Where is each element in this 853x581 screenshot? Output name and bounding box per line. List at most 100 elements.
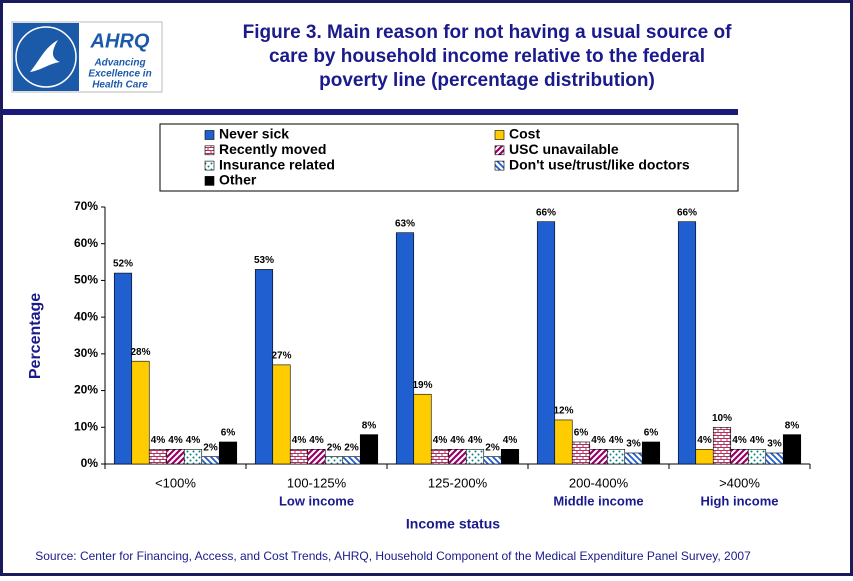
value-label: 4% xyxy=(292,435,307,446)
bar xyxy=(342,456,361,465)
value-label: 53% xyxy=(254,255,274,266)
chart-title: poverty line (percentage distribution) xyxy=(319,70,655,91)
value-label: 4% xyxy=(732,435,747,446)
bar xyxy=(307,449,326,465)
value-label: 2% xyxy=(203,442,218,453)
legend-swatch xyxy=(204,145,215,156)
x-tick-label: 100-125% xyxy=(287,475,347,490)
bar xyxy=(272,364,291,465)
value-label: 10% xyxy=(712,413,732,424)
legend-swatch xyxy=(204,176,215,186)
y-tick-label: 30% xyxy=(74,346,98,360)
bar xyxy=(465,449,485,465)
chart-title: care by household income relative to the… xyxy=(269,46,705,67)
x-axis-title: Income status xyxy=(406,516,500,532)
legend-box xyxy=(159,123,739,192)
x-tick-label: >400% xyxy=(719,475,760,490)
legend-label: Don't use/trust/like doctors xyxy=(509,156,690,172)
bar xyxy=(395,232,415,465)
x-tick-label: 125-200% xyxy=(428,475,488,490)
y-axis-title: Percentage xyxy=(27,293,44,379)
bar xyxy=(712,426,732,465)
legend-label: Recently moved xyxy=(219,141,326,157)
bar xyxy=(765,452,784,465)
value-label: 6% xyxy=(644,428,659,439)
value-label: 2% xyxy=(344,442,359,453)
value-label: 4% xyxy=(468,435,483,446)
value-label: 4% xyxy=(591,435,606,446)
value-label: 4% xyxy=(750,435,765,446)
bar xyxy=(483,456,502,465)
bar xyxy=(166,449,185,465)
value-label: 27% xyxy=(271,351,291,362)
bar xyxy=(113,272,133,465)
value-label: 3% xyxy=(767,439,782,450)
bar xyxy=(571,441,591,465)
bar xyxy=(324,456,344,465)
value-label: 4% xyxy=(450,435,465,446)
value-label: 19% xyxy=(412,380,432,391)
x-tick-note: High income xyxy=(700,493,778,508)
bar xyxy=(500,449,520,465)
value-label: 4% xyxy=(503,435,518,446)
bar xyxy=(430,449,450,465)
value-label: 52% xyxy=(113,259,133,270)
x-tick-label: <100% xyxy=(155,475,196,490)
value-label: 4% xyxy=(697,435,712,446)
y-tick-label: 40% xyxy=(74,309,98,323)
value-label: 4% xyxy=(186,435,201,446)
legend-label: Other xyxy=(219,172,257,188)
bar xyxy=(730,449,749,465)
bar xyxy=(536,221,556,465)
value-label: 63% xyxy=(395,218,415,229)
bar xyxy=(218,441,238,465)
bar xyxy=(413,393,432,465)
bar xyxy=(782,434,802,465)
seal-bird xyxy=(30,40,60,72)
y-tick-label: 70% xyxy=(74,199,98,213)
legend-label: Insurance related xyxy=(219,156,335,172)
value-label: 2% xyxy=(485,442,500,453)
bar xyxy=(448,449,467,465)
legend-swatch xyxy=(494,145,505,156)
y-tick-label: 60% xyxy=(74,236,98,250)
value-label: 8% xyxy=(362,420,377,431)
legend-label: USC unavailable xyxy=(509,141,619,157)
y-tick-label: 10% xyxy=(74,419,98,433)
logo-tagline: Advancing xyxy=(93,58,145,69)
value-label: 6% xyxy=(574,428,589,439)
legend-label: Never sick xyxy=(219,126,289,142)
bar xyxy=(183,449,203,465)
logo-tagline: Health Care xyxy=(92,80,148,91)
bar xyxy=(289,449,309,465)
y-tick-label: 0% xyxy=(81,456,99,470)
bar xyxy=(624,452,643,465)
y-tick-label: 50% xyxy=(74,273,98,287)
seal-ring xyxy=(15,26,77,88)
bar xyxy=(148,449,168,465)
x-tick-note: Low income xyxy=(279,493,354,508)
chart-title: Figure 3. Main reason for not having a u… xyxy=(243,22,732,43)
bar xyxy=(131,360,150,465)
logo-name: AHRQ xyxy=(90,30,150,52)
bar xyxy=(641,441,661,465)
value-label: 66% xyxy=(536,207,556,218)
y-tick-label: 20% xyxy=(74,383,98,397)
value-label: 6% xyxy=(221,428,236,439)
bar xyxy=(677,221,697,465)
legend-swatch xyxy=(204,130,215,140)
logo: AHRQ Advancing Excellence in Health Care xyxy=(11,21,163,93)
value-label: 3% xyxy=(626,439,641,450)
bar xyxy=(201,456,220,465)
value-label: 4% xyxy=(151,435,166,446)
value-label: 4% xyxy=(309,435,324,446)
legend-swatch xyxy=(204,160,215,171)
value-label: 4% xyxy=(433,435,448,446)
source-note: Source: Center for Financing, Access, an… xyxy=(35,549,751,563)
legend-swatch xyxy=(494,160,505,171)
bar xyxy=(554,419,573,465)
bar xyxy=(359,434,379,465)
value-label: 12% xyxy=(553,406,573,417)
